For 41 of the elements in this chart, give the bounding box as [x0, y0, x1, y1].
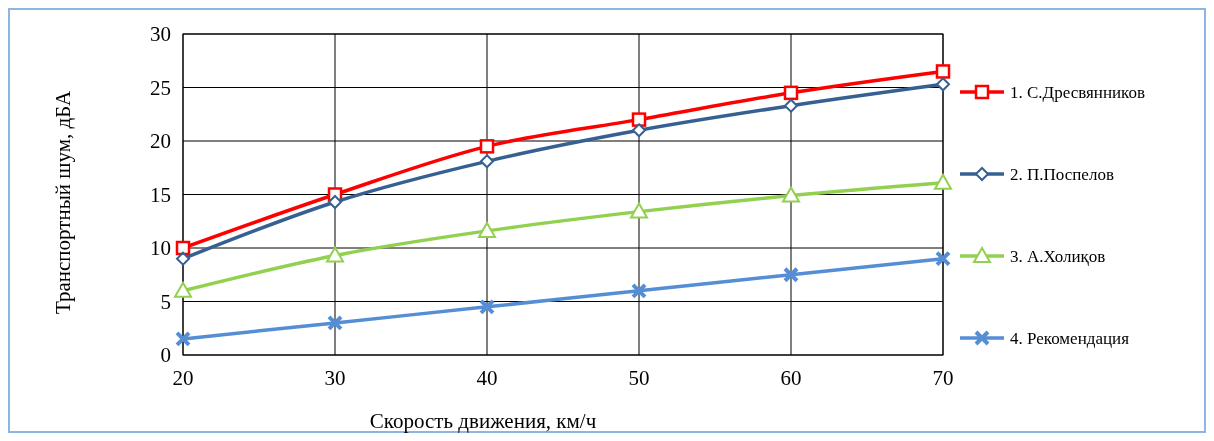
y-axis-title: Транспортный шум, дБА [51, 90, 75, 315]
point [783, 266, 799, 283]
point [174, 281, 192, 298]
point [936, 77, 950, 92]
x-tick-label: 40 [476, 366, 498, 390]
point [630, 202, 648, 219]
point [935, 64, 951, 79]
y-tick-label: 10 [150, 236, 171, 261]
y-tick-label: 15 [150, 182, 171, 207]
point [175, 330, 191, 347]
point [631, 282, 647, 299]
y-tick-label: 5 [160, 289, 171, 314]
x-tick-label: 50 [628, 366, 650, 390]
point [782, 186, 800, 203]
point [935, 250, 951, 267]
legend-label: 1. С.Дресвянников [1010, 82, 1146, 102]
x-axis-title: Скорость движения, км/ч [369, 409, 597, 433]
point [783, 85, 799, 101]
x-tick-label: 70 [932, 366, 954, 390]
point [479, 139, 495, 154]
point [176, 251, 190, 266]
point [175, 240, 191, 256]
y-tick-label: 30 [150, 22, 171, 47]
point [327, 314, 343, 331]
legend-label: 4. Рекомендация [1010, 328, 1130, 348]
point [479, 298, 495, 315]
point [480, 154, 494, 169]
point [934, 173, 952, 190]
legend-label: 3. А.Холиқов [1010, 246, 1106, 266]
point [328, 194, 342, 209]
point [632, 123, 646, 138]
legend-label: 2. П.Поспелов [1010, 164, 1114, 184]
x-tick-label: 30 [324, 366, 346, 390]
x-tick-label: 60 [780, 366, 802, 390]
y-tick-label: 20 [150, 129, 171, 154]
point [784, 98, 798, 113]
point [326, 246, 344, 263]
y-tick-label: 25 [150, 75, 171, 100]
y-tick-label: 0 [160, 343, 171, 368]
point [631, 112, 647, 127]
point [478, 221, 496, 238]
